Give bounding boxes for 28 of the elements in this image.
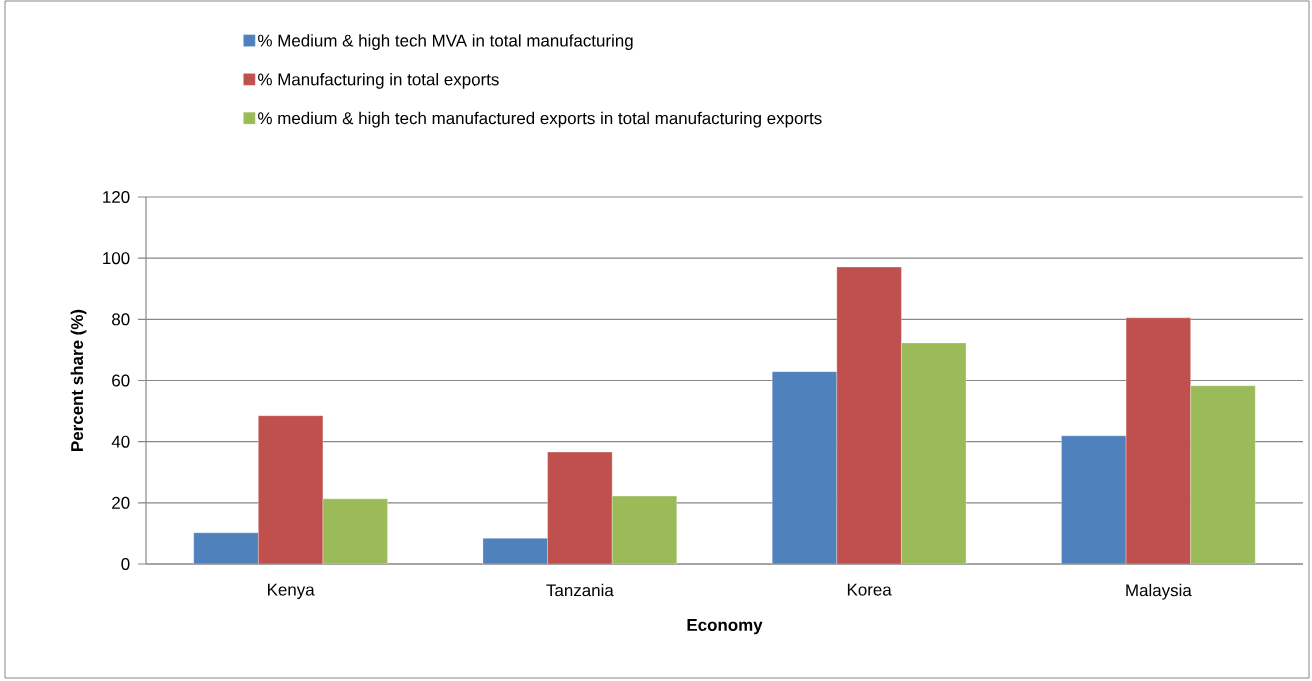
- legend-label: % Manufacturing in total exports: [258, 72, 499, 89]
- bar: [836, 266, 902, 564]
- x-tick-label: Tanzania: [546, 583, 614, 597]
- bar: [1125, 317, 1191, 564]
- legend-label: % medium & high tech manufactured exports in total manufacturing exports: [258, 111, 822, 128]
- y-tick-label: 20: [112, 496, 130, 509]
- y-tick-label: 80: [112, 313, 130, 326]
- bar: [258, 415, 323, 564]
- x-tick-label: Malaysia: [1126, 583, 1192, 600]
- bar: [322, 498, 388, 564]
- y-tick-label: 120: [103, 191, 130, 203]
- bar: [1061, 435, 1127, 564]
- legend-label: % Medium & high tech MVA in total manufacturing: [258, 34, 633, 50]
- bar: [1190, 385, 1256, 564]
- bar: [612, 495, 677, 564]
- y-tick-label: 60: [112, 374, 130, 387]
- y-axis-title: Percent share (%): [70, 309, 87, 451]
- bar: [482, 538, 548, 564]
- y-tick-label: 40: [111, 435, 130, 448]
- bar: [772, 371, 837, 564]
- bar: [547, 451, 613, 564]
- x-tick-label: Korea: [847, 583, 892, 596]
- bar: [901, 342, 967, 564]
- x-tick-label: Kenya: [268, 583, 315, 600]
- x-axis-title: Economy: [687, 619, 763, 635]
- y-tick-label: 0: [121, 558, 130, 570]
- y-tick-label: 100: [103, 252, 130, 265]
- bar: [193, 532, 259, 564]
